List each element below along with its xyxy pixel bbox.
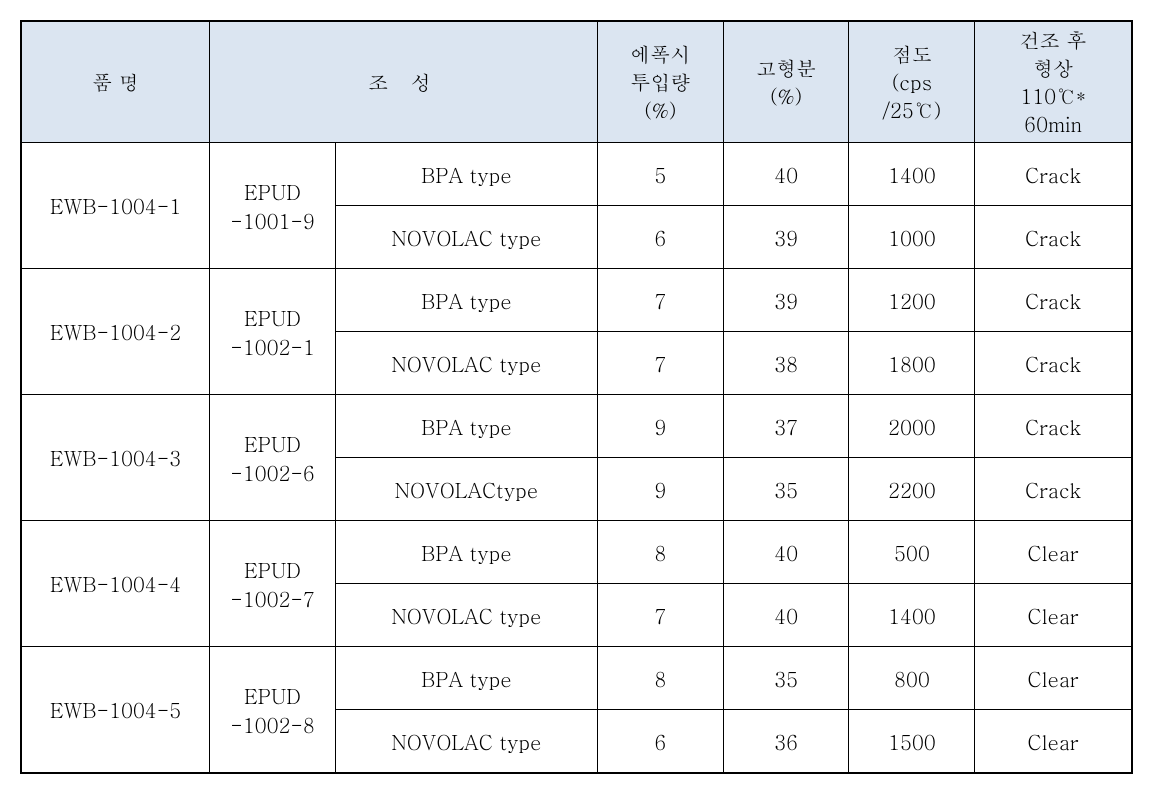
cell-epoxy: 5 — [597, 143, 723, 206]
cell-epud: EPUD -1002-8 — [210, 647, 336, 774]
cell-visc: 1400 — [849, 584, 975, 647]
cell-epoxy: 9 — [597, 395, 723, 458]
cell-solid: 39 — [723, 269, 849, 332]
cell-type: NOVOLACtype — [335, 458, 597, 521]
cell-visc: 1400 — [849, 143, 975, 206]
cell-type: NOVOLAC type — [335, 332, 597, 395]
table-row: EWB-1004-3 EPUD -1002-6 BPA type 9 37 20… — [21, 395, 1132, 458]
cell-solid: 40 — [723, 584, 849, 647]
cell-shape: Crack — [975, 143, 1132, 206]
cell-visc: 800 — [849, 647, 975, 710]
cell-epoxy: 9 — [597, 458, 723, 521]
cell-solid: 38 — [723, 332, 849, 395]
cell-shape: Crack — [975, 206, 1132, 269]
cell-shape: Crack — [975, 269, 1132, 332]
data-table: 품 명 조 성 에폭시 투입량 (%) 고형분 (%) 점도 (cps /25℃… — [20, 20, 1133, 774]
cell-epoxy: 7 — [597, 332, 723, 395]
table-row: EWB-1004-2 EPUD -1002-1 BPA type 7 39 12… — [21, 269, 1132, 332]
cell-type: NOVOLAC type — [335, 206, 597, 269]
table-body: EWB-1004-1 EPUD -1001-9 BPA type 5 40 14… — [21, 143, 1132, 774]
col-header-product: 품 명 — [21, 21, 210, 143]
cell-epoxy: 8 — [597, 647, 723, 710]
col-header-composition: 조 성 — [210, 21, 598, 143]
cell-type: BPA type — [335, 521, 597, 584]
cell-type: BPA type — [335, 395, 597, 458]
table-row: EWB-1004-1 EPUD -1001-9 BPA type 5 40 14… — [21, 143, 1132, 206]
cell-shape: Crack — [975, 395, 1132, 458]
cell-visc: 1200 — [849, 269, 975, 332]
cell-type: BPA type — [335, 143, 597, 206]
table-row: EWB-1004-4 EPUD -1002-7 BPA type 8 40 50… — [21, 521, 1132, 584]
cell-shape: Clear — [975, 647, 1132, 710]
cell-visc: 500 — [849, 521, 975, 584]
cell-solid: 40 — [723, 521, 849, 584]
cell-epud: EPUD -1002-7 — [210, 521, 336, 647]
cell-product: EWB-1004-1 — [21, 143, 210, 269]
col-header-solid: 고형분 (%) — [723, 21, 849, 143]
cell-shape: Clear — [975, 521, 1132, 584]
cell-epud: EPUD -1002-1 — [210, 269, 336, 395]
cell-visc: 1500 — [849, 710, 975, 774]
cell-solid: 35 — [723, 647, 849, 710]
cell-product: EWB-1004-2 — [21, 269, 210, 395]
cell-solid: 35 — [723, 458, 849, 521]
cell-epoxy: 6 — [597, 206, 723, 269]
cell-epoxy: 7 — [597, 584, 723, 647]
cell-product: EWB-1004-5 — [21, 647, 210, 774]
cell-epud: EPUD -1001-9 — [210, 143, 336, 269]
cell-type: NOVOLAC type — [335, 584, 597, 647]
cell-visc: 1000 — [849, 206, 975, 269]
cell-shape: Crack — [975, 458, 1132, 521]
cell-shape: Clear — [975, 584, 1132, 647]
cell-solid: 39 — [723, 206, 849, 269]
cell-type: NOVOLAC type — [335, 710, 597, 774]
cell-type: BPA type — [335, 269, 597, 332]
col-header-shape: 건조 후 형상 110℃* 60min — [975, 21, 1132, 143]
cell-epoxy: 7 — [597, 269, 723, 332]
cell-visc: 1800 — [849, 332, 975, 395]
table-row: EWB-1004-5 EPUD -1002-8 BPA type 8 35 80… — [21, 647, 1132, 710]
cell-product: EWB-1004-4 — [21, 521, 210, 647]
cell-type: BPA type — [335, 647, 597, 710]
cell-epoxy: 6 — [597, 710, 723, 774]
cell-solid: 36 — [723, 710, 849, 774]
cell-solid: 37 — [723, 395, 849, 458]
cell-product: EWB-1004-3 — [21, 395, 210, 521]
cell-epoxy: 8 — [597, 521, 723, 584]
table-header-row: 품 명 조 성 에폭시 투입량 (%) 고형분 (%) 점도 (cps /25℃… — [21, 21, 1132, 143]
cell-solid: 40 — [723, 143, 849, 206]
col-header-epoxy: 에폭시 투입량 (%) — [597, 21, 723, 143]
cell-visc: 2000 — [849, 395, 975, 458]
cell-shape: Clear — [975, 710, 1132, 774]
cell-visc: 2200 — [849, 458, 975, 521]
cell-shape: Crack — [975, 332, 1132, 395]
col-header-viscosity: 점도 (cps /25℃) — [849, 21, 975, 143]
cell-epud: EPUD -1002-6 — [210, 395, 336, 521]
